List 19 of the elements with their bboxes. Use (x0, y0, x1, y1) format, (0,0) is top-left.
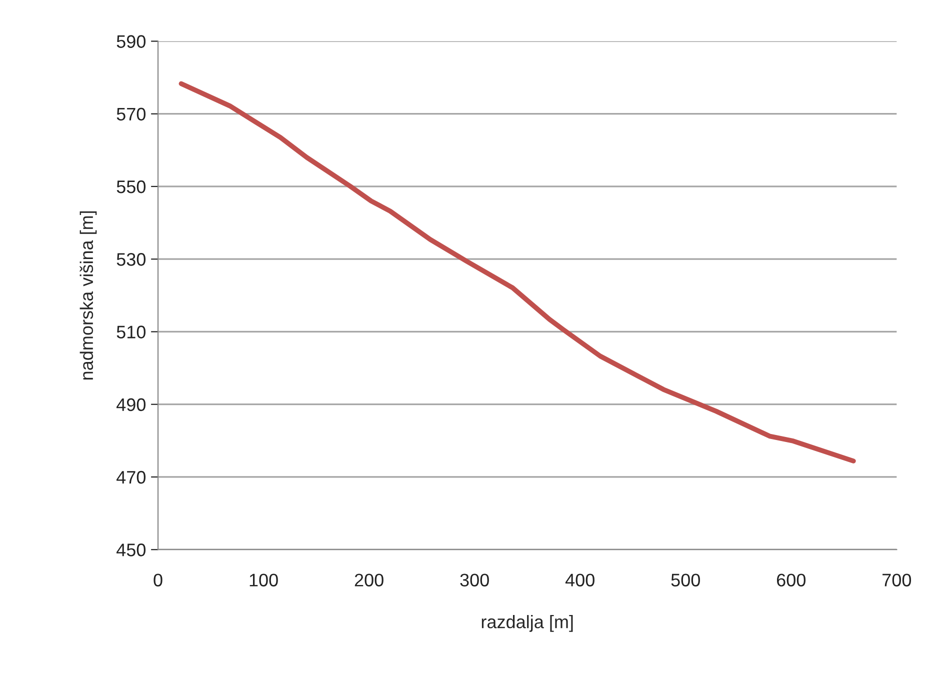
x-tick-label: 300 (460, 574, 489, 586)
y-tick-label: 490 (116, 398, 146, 412)
x-tick-label: 600 (777, 574, 806, 586)
line-series (178, 81, 856, 464)
x-axis-title: razdalja [m] (482, 615, 573, 632)
y-tick-label: 550 (116, 180, 146, 194)
y-axis-title: nadmorska višina [m] (80, 211, 97, 380)
y-tick-label: 530 (116, 253, 146, 266)
y-tick-label: 570 (116, 108, 146, 121)
y-tick-label: 450 (116, 544, 146, 556)
y-tick-label: 470 (116, 470, 146, 484)
x-tick-label: 500 (671, 574, 700, 586)
y-tick-label: 510 (116, 326, 146, 338)
x-tick-label: 400 (565, 574, 594, 586)
x-tick-label: 200 (354, 574, 384, 586)
x-tick-label: 0 (154, 574, 162, 586)
x-tick-label: 700 (882, 574, 912, 586)
x-tick-label: 100 (250, 574, 278, 586)
y-tick-label: 590 (116, 35, 146, 48)
